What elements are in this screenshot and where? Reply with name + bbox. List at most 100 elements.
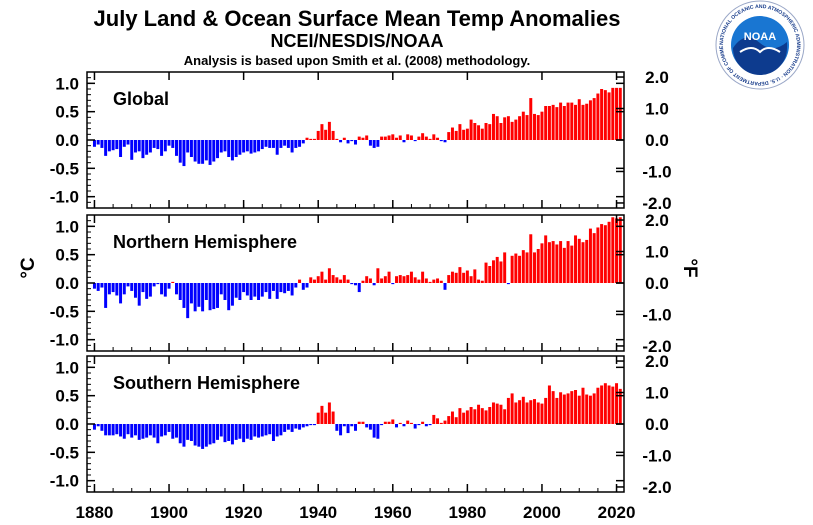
bar-southern-hemisphere-2018 bbox=[607, 385, 611, 424]
y-tick-label-fahrenheit: 2.0 bbox=[645, 211, 669, 230]
bar-southern-hemisphere-1995 bbox=[521, 396, 525, 424]
bar-southern-hemisphere-1969 bbox=[424, 424, 428, 427]
y-tick-label-celsius: 0.5 bbox=[55, 246, 79, 265]
bar-southern-hemisphere-1967 bbox=[417, 424, 421, 426]
y-tick-label-fahrenheit: 0.0 bbox=[645, 131, 669, 150]
bar-northern-hemisphere-1965 bbox=[409, 271, 413, 283]
bar-northern-hemisphere-1967 bbox=[417, 279, 421, 283]
bar-northern-hemisphere-1947 bbox=[342, 275, 346, 283]
bar-northern-hemisphere-2005 bbox=[559, 241, 563, 283]
bar-global-1946 bbox=[339, 140, 343, 143]
bar-southern-hemisphere-2021 bbox=[618, 388, 622, 424]
bar-southern-hemisphere-1952 bbox=[361, 421, 365, 424]
bar-global-1898 bbox=[160, 140, 164, 156]
bar-southern-hemisphere-1912 bbox=[212, 424, 216, 444]
y-tick-label-celsius: 0.0 bbox=[55, 415, 79, 434]
bar-southern-hemisphere-1897 bbox=[156, 424, 160, 444]
bar-northern-hemisphere-2016 bbox=[600, 224, 604, 283]
bar-global-1896 bbox=[152, 140, 156, 148]
bar-northern-hemisphere-1921 bbox=[245, 283, 249, 296]
bar-northern-hemisphere-1895 bbox=[148, 283, 152, 297]
y-tick-label-fahrenheit: 2.0 bbox=[645, 68, 669, 87]
bar-southern-hemisphere-1992 bbox=[510, 393, 514, 424]
bar-southern-hemisphere-1882 bbox=[100, 424, 104, 431]
bar-southern-hemisphere-1923 bbox=[253, 424, 257, 437]
bar-global-1961 bbox=[395, 137, 399, 140]
bar-northern-hemisphere-1894 bbox=[145, 283, 149, 299]
bar-global-1900 bbox=[167, 140, 171, 146]
bar-global-1972 bbox=[436, 137, 440, 140]
bar-southern-hemisphere-1904 bbox=[182, 424, 186, 447]
bar-northern-hemisphere-1960 bbox=[391, 283, 395, 285]
bar-southern-hemisphere-1971 bbox=[432, 414, 436, 424]
bar-northern-hemisphere-1985 bbox=[484, 262, 488, 283]
bar-northern-hemisphere-1888 bbox=[122, 283, 126, 295]
bar-northern-hemisphere-1936 bbox=[301, 283, 305, 290]
bar-global-1895 bbox=[148, 140, 152, 153]
bar-global-2005 bbox=[559, 102, 563, 140]
bar-southern-hemisphere-2017 bbox=[603, 383, 607, 424]
bar-global-1917 bbox=[230, 140, 234, 161]
bar-global-1930 bbox=[279, 140, 283, 148]
bar-southern-hemisphere-1938 bbox=[309, 424, 313, 426]
bar-southern-hemisphere-1935 bbox=[298, 424, 302, 430]
bar-global-1922 bbox=[249, 140, 253, 154]
bar-southern-hemisphere-1933 bbox=[290, 424, 294, 432]
bar-northern-hemisphere-1976 bbox=[450, 271, 454, 283]
bar-global-1949 bbox=[350, 140, 354, 142]
bar-global-2013 bbox=[588, 100, 592, 140]
bar-northern-hemisphere-1909 bbox=[201, 283, 205, 312]
bar-northern-hemisphere-1919 bbox=[238, 283, 242, 300]
bar-northern-hemisphere-1971 bbox=[432, 279, 436, 283]
bar-northern-hemisphere-1987 bbox=[491, 260, 495, 283]
bar-global-2008 bbox=[570, 102, 574, 140]
bar-global-1948 bbox=[346, 140, 350, 144]
bar-southern-hemisphere-1881 bbox=[96, 424, 100, 427]
bar-global-1919 bbox=[238, 140, 242, 155]
bar-northern-hemisphere-1998 bbox=[533, 252, 536, 283]
bar-northern-hemisphere-1884 bbox=[107, 283, 111, 295]
bar-northern-hemisphere-2010 bbox=[577, 238, 581, 283]
bar-global-1942 bbox=[324, 129, 328, 140]
bar-global-1947 bbox=[342, 137, 346, 140]
bar-global-1989 bbox=[499, 123, 503, 140]
bar-northern-hemisphere-1934 bbox=[294, 283, 298, 288]
bar-global-1915 bbox=[223, 140, 227, 152]
bar-global-1923 bbox=[253, 140, 257, 153]
bar-northern-hemisphere-1913 bbox=[216, 283, 220, 308]
bar-global-1968 bbox=[421, 133, 425, 140]
bar-global-1974 bbox=[443, 140, 447, 143]
bar-northern-hemisphere-1957 bbox=[380, 278, 384, 283]
bar-global-1897 bbox=[156, 140, 160, 150]
bar-northern-hemisphere-1986 bbox=[488, 266, 492, 283]
y-tick-label-fahrenheit: -1.0 bbox=[642, 162, 671, 181]
bar-northern-hemisphere-1928 bbox=[271, 283, 275, 291]
bar-northern-hemisphere-1948 bbox=[346, 279, 350, 283]
bar-global-1978 bbox=[458, 124, 462, 140]
bar-southern-hemisphere-1976 bbox=[450, 411, 454, 424]
bar-southern-hemisphere-1963 bbox=[402, 424, 406, 427]
bar-northern-hemisphere-1997 bbox=[529, 234, 533, 283]
bar-global-1955 bbox=[372, 140, 376, 148]
bar-northern-hemisphere-1880 bbox=[92, 283, 96, 289]
bar-southern-hemisphere-1891 bbox=[133, 424, 137, 436]
bar-global-1891 bbox=[133, 140, 137, 153]
bar-global-1940 bbox=[316, 130, 320, 140]
bar-southern-hemisphere-1981 bbox=[469, 407, 473, 424]
y-tick-label-celsius: -0.5 bbox=[50, 302, 79, 321]
bar-southern-hemisphere-1984 bbox=[480, 408, 484, 424]
bar-northern-hemisphere-2013 bbox=[588, 228, 592, 283]
bar-global-1992 bbox=[510, 121, 514, 140]
bar-southern-hemisphere-1896 bbox=[152, 424, 156, 438]
bar-global-2009 bbox=[574, 104, 578, 140]
bar-global-1934 bbox=[294, 140, 298, 148]
bar-northern-hemisphere-1930 bbox=[279, 283, 283, 293]
bar-southern-hemisphere-1999 bbox=[536, 402, 540, 424]
bar-global-2016 bbox=[600, 89, 604, 140]
y-tick-label-celsius: -1.0 bbox=[50, 472, 79, 491]
bar-global-1993 bbox=[514, 119, 518, 140]
bar-southern-hemisphere-2007 bbox=[566, 393, 570, 424]
bar-southern-hemisphere-1917 bbox=[230, 424, 234, 445]
bar-southern-hemisphere-1993 bbox=[514, 402, 518, 424]
bar-global-1907 bbox=[193, 140, 197, 162]
